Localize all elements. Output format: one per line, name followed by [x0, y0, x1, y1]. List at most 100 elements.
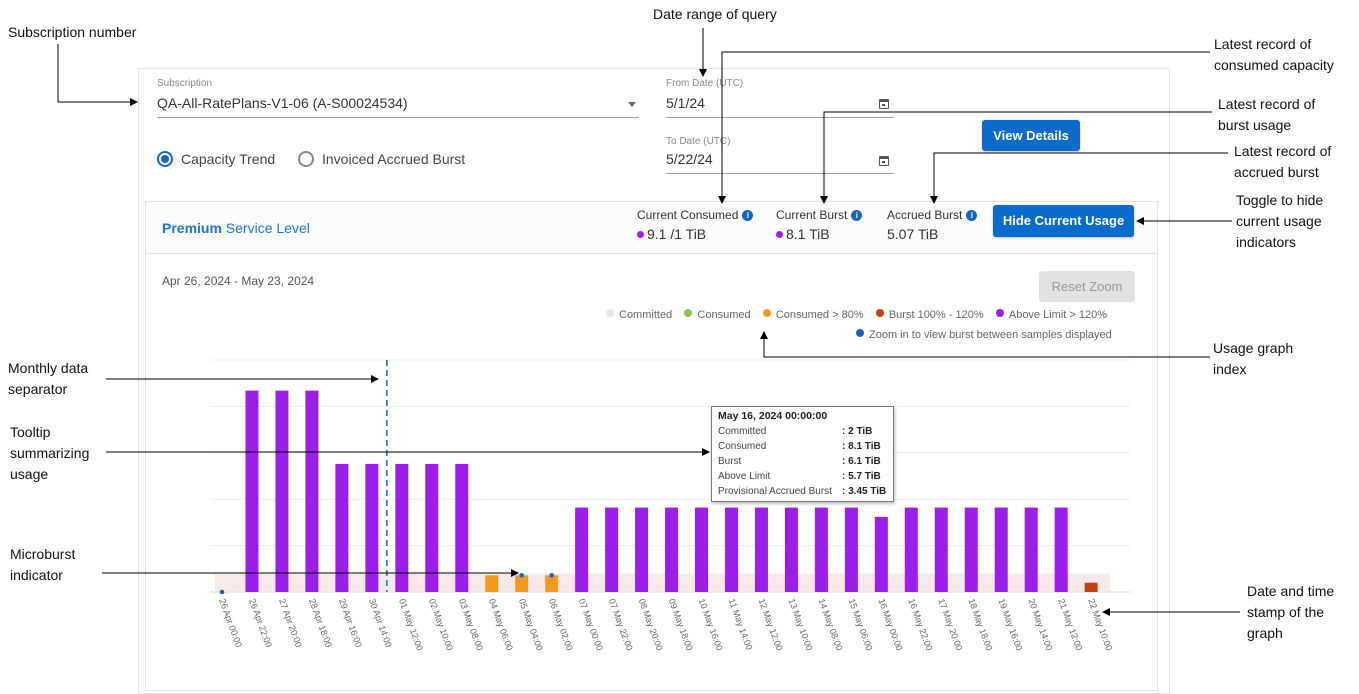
from-date-label: From Date (UTC): [666, 78, 744, 89]
callout-monthly-l1: Monthly data: [8, 360, 89, 376]
bar[interactable]: [844, 507, 858, 592]
card-header: Premium Service Level Current Consumed i …: [146, 202, 1157, 254]
microburst-marker[interactable]: [219, 589, 225, 595]
zoom-hint: Zoom in to view burst between samples di…: [856, 329, 1112, 341]
bar[interactable]: [1024, 507, 1038, 592]
bar[interactable]: [365, 463, 379, 592]
bar[interactable]: [305, 390, 319, 592]
tooltip-title: May 16, 2024 00:00:00: [718, 410, 828, 422]
current-burst-value: 8.1 TiB: [776, 226, 830, 242]
bar[interactable]: [1084, 582, 1098, 592]
arrow-latest-burst: [820, 111, 1212, 204]
tooltip-row: Burst: 6.1 TiB: [718, 454, 887, 469]
callout-microburst-l1: Microburst: [10, 546, 76, 562]
info-icon[interactable]: i: [742, 210, 754, 221]
tooltip-value: : 6.1 TiB: [842, 456, 881, 467]
from-date-underline: [666, 117, 894, 118]
legend-item-consumed80[interactable]: Consumed > 80%: [762, 309, 864, 321]
bar[interactable]: [275, 390, 289, 592]
to-date-input[interactable]: 5/22/24: [666, 151, 713, 167]
bar[interactable]: [635, 507, 649, 592]
bar[interactable]: [425, 463, 439, 592]
legend-consumed80-label: Consumed > 80%: [775, 309, 864, 321]
callout-tooltip-l2: summarizing: [10, 445, 90, 461]
legend-item-above[interactable]: Above Limit > 120%: [995, 309, 1107, 321]
reset-zoom-button[interactable]: Reset Zoom: [1039, 271, 1135, 302]
tooltip-key: Committed: [718, 426, 767, 437]
bar[interactable]: [665, 507, 679, 592]
bar[interactable]: [545, 575, 559, 592]
bar[interactable]: [934, 507, 948, 592]
bar[interactable]: [335, 463, 349, 592]
current-burst-label: Current Burst i: [776, 208, 863, 222]
callout-latest-consumed-l2: consumed capacity: [1214, 57, 1334, 73]
legend-item-consumed[interactable]: Consumed: [684, 309, 751, 321]
tooltip-key: Consumed: [718, 441, 767, 452]
hide-current-usage-button[interactable]: Hide Current Usage: [993, 205, 1134, 237]
bar[interactable]: [784, 507, 798, 592]
subscription-select[interactable]: QA-All-RatePlans-V1-06 (A-S00024534): [157, 95, 408, 111]
bar[interactable]: [395, 463, 409, 592]
callout-latest-burst-l1: Latest record of: [1218, 96, 1316, 112]
microburst-dot-icon: [856, 329, 864, 337]
to-date-underline: [666, 173, 894, 174]
callout-latest-accrued-l1: Latest record of: [1234, 143, 1332, 159]
current-consumed-value-text: 9.1 /1 TiB: [647, 226, 707, 242]
from-date-input[interactable]: 5/1/24: [666, 95, 705, 111]
callout-toggle-l1: Toggle to hide: [1236, 192, 1324, 208]
legend-burst-label: Burst 100% - 120%: [888, 309, 984, 321]
view-details-button[interactable]: View Details: [982, 120, 1080, 151]
callout-tooltip-l1: Tooltip: [10, 424, 51, 440]
bar[interactable]: [485, 575, 499, 592]
bar[interactable]: [814, 507, 828, 592]
info-icon[interactable]: i: [851, 210, 863, 221]
bar[interactable]: [994, 507, 1008, 592]
accrued-burst-label: Accrued Burst i: [887, 208, 978, 222]
bar[interactable]: [1054, 507, 1068, 592]
legend-committed-label: Committed: [619, 309, 673, 321]
microburst-marker[interactable]: [549, 572, 554, 578]
radio-invoiced-label[interactable]: Invoiced Accrued Burst: [322, 151, 466, 167]
bar[interactable]: [904, 507, 918, 592]
radio-invoiced-accrued-burst[interactable]: [298, 151, 314, 167]
microburst-marker[interactable]: [519, 572, 524, 578]
bar[interactable]: [724, 507, 738, 592]
callout-subscription-number: Subscription number: [8, 24, 137, 40]
bar[interactable]: [874, 516, 888, 592]
tooltip-value: : 8.1 TiB: [842, 441, 881, 452]
arrow-latest-accrued: [930, 152, 1228, 204]
subscription-underline: [157, 117, 639, 118]
callout-datestamp-l1: Date and time: [1247, 583, 1335, 599]
tooltip-row: Above Limit: 5.7 TiB: [718, 469, 887, 484]
tooltip-row: Consumed : 8.1 TiB: [718, 439, 887, 454]
callout-tooltip: Tooltip summarizing usage: [10, 422, 89, 485]
legend-item-burst[interactable]: Burst 100% - 120%: [875, 309, 984, 321]
callout-latest-accrued-l2: accrued burst: [1234, 164, 1319, 180]
chart-date-range: Apr 26, 2024 - May 23, 2024: [162, 274, 315, 288]
bar[interactable]: [754, 507, 768, 592]
usage-chart[interactable]: 0 TiB5 TiB10 TiB15 TiB20 TiB25 TiB26 Apr…: [138, 340, 1138, 690]
calendar-icon[interactable]: [879, 99, 889, 109]
bar[interactable]: [964, 507, 978, 592]
current-burst-label-text: Current Burst: [776, 208, 848, 222]
arrow-usage-index: [760, 331, 1210, 358]
consumed80-dot-icon: [762, 309, 771, 317]
bar[interactable]: [695, 507, 709, 592]
radio-capacity-trend[interactable]: [157, 151, 173, 167]
info-icon[interactable]: i: [966, 210, 978, 221]
callout-usage-index-l1: Usage graph: [1213, 340, 1294, 356]
bar[interactable]: [575, 507, 589, 592]
legend-item-committed[interactable]: Committed: [606, 309, 672, 321]
tooltip-key: Above Limit: [718, 471, 771, 482]
above-limit-dot-icon: [995, 309, 1004, 317]
radio-capacity-trend-label[interactable]: Capacity Trend: [181, 151, 276, 167]
bar[interactable]: [605, 507, 619, 592]
bar[interactable]: [515, 575, 529, 592]
bar[interactable]: [245, 390, 259, 592]
bar[interactable]: [455, 463, 469, 592]
chevron-down-icon[interactable]: [628, 102, 636, 107]
calendar-icon[interactable]: [879, 156, 889, 166]
callout-toggle-l2: current usage: [1236, 213, 1322, 229]
chart-legend: Committed Consumed Consumed > 80% Burst …: [606, 309, 1107, 321]
